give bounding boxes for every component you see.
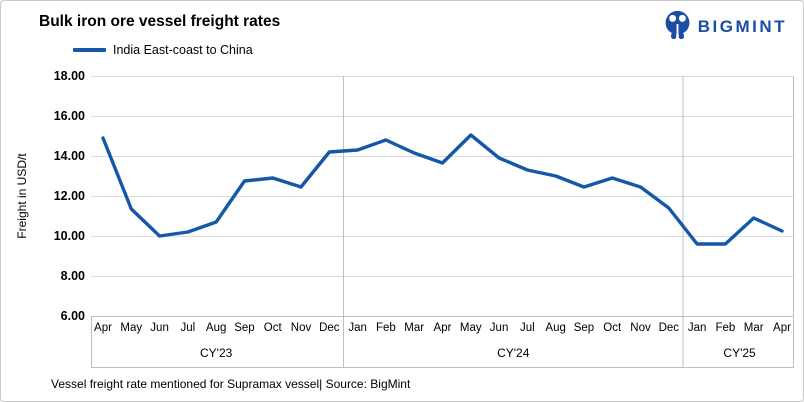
y-axis-tick-label: 6.00 bbox=[60, 309, 85, 323]
y-axis-tick-label: 10.00 bbox=[53, 229, 85, 243]
y-axis-title: Freight in USD/t bbox=[15, 153, 29, 239]
x-axis-month-label: Apr bbox=[773, 322, 791, 334]
legend-series-label: India East-coast to China bbox=[113, 43, 253, 57]
y-axis-tick-label: 16.00 bbox=[53, 109, 85, 123]
x-axis-month-label: Apr bbox=[433, 322, 452, 334]
x-axis-month-label: Sep bbox=[234, 322, 255, 334]
x-axis-month-label: Jul bbox=[520, 322, 535, 334]
x-axis-month-label: Jul bbox=[180, 322, 196, 334]
x-axis-month-label: Jun bbox=[150, 322, 169, 334]
x-axis-month-label: May bbox=[120, 322, 143, 334]
x-axis-year-group-label: CY'24 bbox=[497, 346, 530, 360]
chart-legend: India East-coast to China bbox=[73, 43, 253, 57]
y-axis-tick-label: 14.00 bbox=[53, 149, 85, 163]
x-axis-month-label: Oct bbox=[263, 322, 282, 334]
x-axis-month-label: Nov bbox=[290, 322, 312, 334]
x-axis-month-label: Aug bbox=[545, 322, 566, 334]
y-axis-tick-label: 8.00 bbox=[60, 269, 85, 283]
x-axis-month-label: May bbox=[459, 322, 482, 334]
x-axis-month-label: Sep bbox=[573, 322, 595, 334]
x-axis-month-label: Mar bbox=[404, 322, 425, 334]
x-axis-month-label: Dec bbox=[658, 322, 680, 334]
x-axis-month-label: Jun bbox=[489, 322, 509, 334]
bigmint-logo-text: BIGMINT bbox=[697, 17, 787, 36]
x-axis-month-label: Jan bbox=[687, 322, 707, 334]
x-axis-month-label: Apr bbox=[94, 322, 112, 334]
x-axis-month-label: Aug bbox=[205, 322, 227, 334]
x-axis-month-label: Jan bbox=[348, 322, 367, 334]
y-axis-tick-label: 18.00 bbox=[53, 69, 85, 83]
x-axis-month-label: Mar bbox=[743, 322, 764, 334]
x-axis-month-label: Feb bbox=[375, 322, 396, 334]
legend-line-swatch bbox=[73, 48, 106, 52]
x-axis-month-label: Oct bbox=[603, 322, 622, 334]
bigmint-logo: BIGMINT bbox=[663, 9, 787, 45]
freight-line-chart-plot bbox=[91, 76, 794, 368]
x-axis-year-group-label: CY'25 bbox=[723, 346, 756, 360]
source-footnote: Vessel freight rate mentioned for Supram… bbox=[51, 377, 411, 391]
y-axis-tick-label: 12.00 bbox=[53, 189, 85, 203]
series-line-india-east-coast-to-china bbox=[101, 133, 784, 246]
x-axis-year-group-label: CY'23 bbox=[200, 346, 233, 360]
x-axis-month-label: Dec bbox=[319, 322, 340, 334]
bigmint-people-icon bbox=[663, 9, 692, 45]
x-axis-month-label: Feb bbox=[715, 322, 736, 334]
x-axis-month-label: Nov bbox=[630, 322, 651, 334]
chart-title: Bulk iron ore vessel freight rates bbox=[39, 13, 281, 30]
